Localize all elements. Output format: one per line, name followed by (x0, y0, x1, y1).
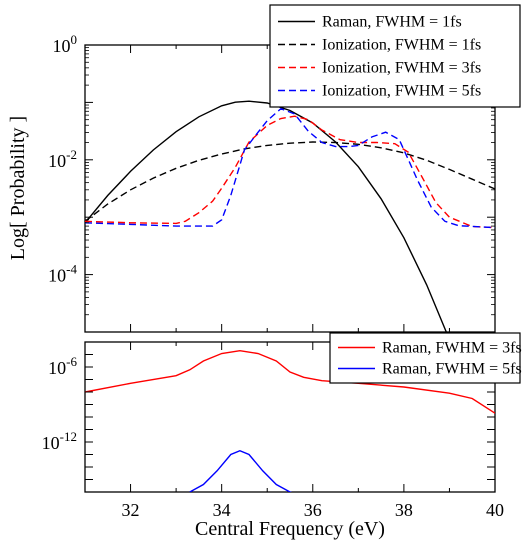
y-tick-label: 10-6 (48, 354, 77, 378)
legend-entry: Ionization, FWHM = 5fs (322, 83, 481, 100)
x-tick-label: 32 (122, 500, 140, 520)
legend-box (329, 332, 521, 384)
top-legend: Raman, FWHM = 1fs Ionization, FWHM = 1fs I… (269, 4, 521, 108)
bottom-y-axis-ticks: 10-6 10-12 (42, 341, 496, 493)
legend-entry: Ionization, FWHM = 3fs (322, 60, 481, 77)
bottom-plot-area (85, 349, 495, 492)
bottom-panel: 10-6 10-12 32 34 36 38 40 Central Frequency (… (42, 332, 522, 540)
x-tick-label: 36 (304, 500, 322, 520)
series-line-top-2 (85, 115, 495, 229)
x-tick-label: 38 (395, 500, 413, 520)
bottom-legend: Raman, FWHM = 3fs Raman, FWHM = 5fs (329, 332, 522, 384)
legend-entry: Raman, FWHM = 5fs (382, 361, 522, 378)
x-tick-label: 40 (486, 500, 504, 520)
series-line-bottom-0 (85, 349, 495, 414)
top-plot-area (85, 100, 495, 332)
y-tick-label: 10-4 (48, 262, 77, 286)
top-panel: 100 10-2 10-4 Log[ Probability ] Raman, FW… (7, 4, 521, 333)
top-y-axis-label: Log[ Probability ] (7, 116, 29, 260)
legend-entry: Raman, FWHM = 1fs (322, 14, 462, 31)
x-tick-label: 34 (213, 500, 231, 520)
series-line-top-3 (85, 107, 495, 229)
y-tick-label: 10-12 (42, 429, 77, 453)
legend-entry: Raman, FWHM = 3fs (382, 340, 522, 357)
series-line-top-1 (85, 141, 495, 222)
y-tick-label: 10-2 (48, 147, 77, 171)
series-line-bottom-1 (189, 449, 293, 492)
x-axis-label: Central Frequency (eV) (195, 518, 385, 540)
top-y-axis-ticks: 100 10-2 10-4 (48, 32, 496, 333)
legend-entry: Ionization, FWHM = 1fs (322, 37, 481, 54)
x-axis-ticks: 32 34 36 38 40 (122, 500, 504, 520)
series-line-top-0 (85, 100, 448, 332)
y-tick-label: 100 (53, 32, 78, 56)
